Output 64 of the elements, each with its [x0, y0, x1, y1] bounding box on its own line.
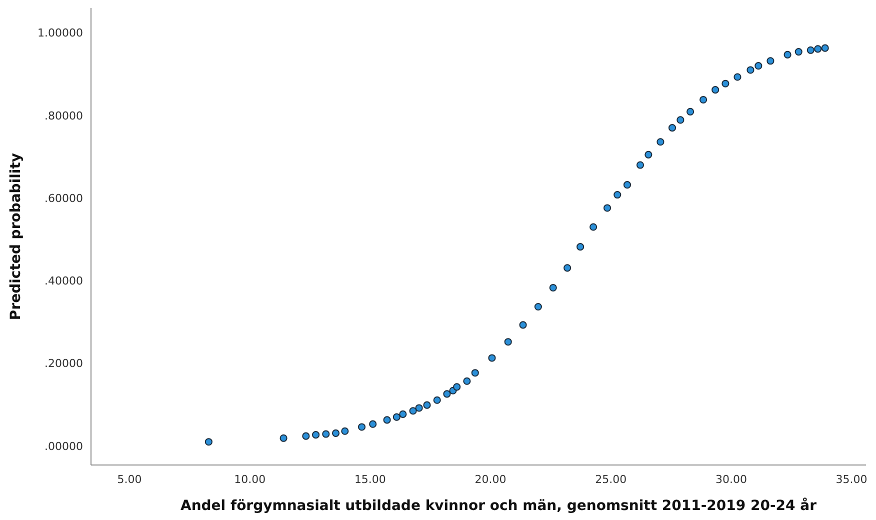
- point: [332, 429, 340, 437]
- y-tick-label: .60000: [44, 192, 83, 205]
- point: [369, 420, 377, 428]
- point: [312, 431, 320, 439]
- point: [636, 161, 644, 169]
- point: [734, 73, 742, 81]
- point: [322, 430, 330, 438]
- x-tick-label: 5.00: [117, 473, 142, 486]
- x-tick-label: 25.00: [595, 473, 627, 486]
- point: [644, 150, 652, 158]
- point: [415, 404, 423, 412]
- point: [668, 124, 676, 132]
- y-tick-label: .00000: [44, 440, 83, 453]
- point: [392, 413, 400, 421]
- x-tick-label: 10.00: [234, 473, 266, 486]
- y-axis-title: Predicted probability: [8, 152, 24, 320]
- point: [676, 116, 684, 124]
- x-tick-label: 15.00: [354, 473, 386, 486]
- point: [746, 66, 754, 74]
- point: [603, 204, 612, 212]
- point: [358, 423, 366, 431]
- point: [433, 396, 441, 404]
- point: [399, 410, 407, 418]
- point: [754, 62, 762, 70]
- point: [488, 354, 496, 362]
- point: [722, 80, 730, 88]
- point: [443, 390, 451, 398]
- point: [806, 46, 814, 54]
- y-tick-label: .20000: [44, 357, 83, 370]
- point: [766, 57, 774, 65]
- point: [576, 243, 584, 251]
- point: [383, 416, 391, 424]
- y-tick-label: .80000: [44, 109, 83, 122]
- point: [700, 96, 708, 104]
- point: [504, 338, 512, 346]
- point: [686, 108, 694, 116]
- point: [534, 302, 542, 311]
- point: [821, 44, 829, 52]
- point: [590, 223, 598, 231]
- point: [302, 432, 310, 440]
- point: [564, 264, 572, 272]
- point: [794, 48, 802, 56]
- point: [712, 86, 720, 94]
- point: [519, 321, 527, 329]
- x-tick-label: 35.00: [836, 473, 868, 486]
- point: [341, 427, 349, 435]
- point: [409, 407, 417, 415]
- point: [471, 369, 479, 377]
- y-tick-label: .40000: [44, 274, 83, 288]
- point: [614, 190, 622, 199]
- y-tick-label: 1.00000: [38, 26, 83, 40]
- point: [280, 434, 288, 442]
- point: [423, 401, 431, 409]
- point: [453, 383, 461, 391]
- point: [549, 284, 557, 292]
- point: [463, 377, 471, 385]
- point: [814, 45, 822, 53]
- point: [204, 438, 212, 446]
- x-axis-title: Andel förgymnasialt utbildade kvinnor och män, genomsnitt 2011-2019 20-24 år: [180, 497, 817, 514]
- x-tick-label: 20.00: [474, 473, 506, 486]
- x-tick-label: 30.00: [715, 473, 747, 486]
- point: [784, 50, 792, 58]
- point: [623, 181, 632, 189]
- point: [656, 138, 664, 146]
